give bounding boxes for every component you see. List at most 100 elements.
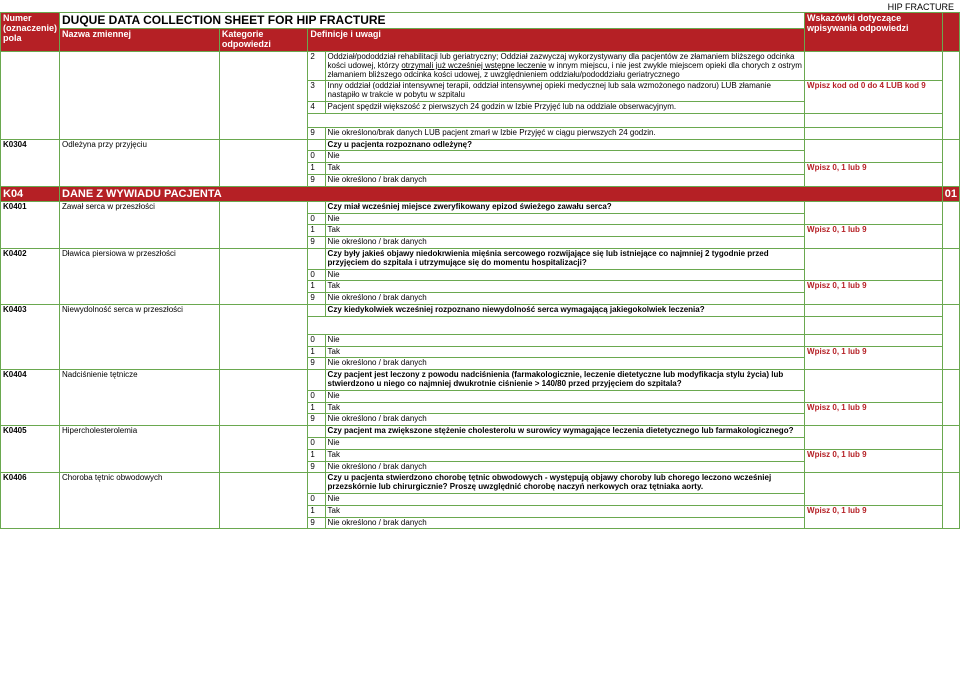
k0405-name: Hipercholesterolemia [60,426,220,473]
k0406-name: Choroba tętnic obwodowych [60,473,220,529]
opt: Tak [325,346,805,358]
k0406-code: K0406 [1,473,60,529]
blank [805,139,943,163]
k0405-code: K0405 [1,426,60,473]
text-2: Oddział/pododdział rehabilitacji lub ger… [325,51,805,80]
section-title: DANE Z WYWIADU PACJENTA [60,186,943,201]
blank [308,201,325,213]
opt: 0 [308,213,325,225]
blank [805,370,943,402]
code-2: 2 [308,51,325,80]
code-3: 3 [308,81,325,102]
blank [308,139,325,151]
k0402-code: K0402 [1,249,60,305]
hdr-var: Nazwa zmiennej [60,29,220,52]
k0402-name: Dławica piersiowa w przeszłości [60,249,220,305]
k0404-hint: Wpisz 0, 1 lub 9 [805,402,943,426]
opt: 0 [308,390,325,402]
opt: 0 [308,437,325,449]
blank [805,334,943,346]
opt: Nie [325,390,805,402]
opt: 1 [308,163,325,175]
blank [308,426,325,438]
opt: Nie określono / brak danych [325,414,805,426]
blank [219,139,308,186]
opt: Nie określono / brak danych [325,358,805,370]
blank [60,51,220,139]
k0403-name: Niewydolność serca w przeszłości [60,305,220,370]
opt: 1 [308,449,325,461]
k0403-code: K0403 [1,305,60,370]
blank [942,305,959,370]
blank [942,51,959,139]
opt: 9 [308,358,325,370]
opt: Tak [325,505,805,517]
k0404-name: Nadciśnienie tętnicze [60,370,220,426]
blank [942,249,959,305]
blank [219,426,308,473]
opt: 1 [308,225,325,237]
blank [805,316,943,334]
header-title: HIP FRACTURE [0,0,960,12]
blank [805,426,943,450]
blank [805,51,943,80]
blank [219,305,308,370]
opt: Nie [325,151,805,163]
opt: 0 [308,493,325,505]
blank [805,127,943,139]
blank [942,139,959,186]
opt: Tak [325,225,805,237]
k0405-hint: Wpisz 0, 1 lub 9 [805,449,943,473]
k0402-q: Czy były jakieś objawy niedokrwienia mię… [325,249,805,270]
opt: 9 [308,517,325,529]
k0304-name: Odleżyna przy przyjęciu [60,139,220,186]
opt: 1 [308,346,325,358]
section-code: K04 [1,186,60,201]
main-title: DUQUE DATA COLLECTION SHEET FOR HIP FRAC… [60,13,805,29]
opt: Nie określono / brak danych [325,293,805,305]
opt: 1 [308,402,325,414]
k0401-q: Czy miał wcześniej miejsce zweryfikowany… [325,201,805,213]
opt: 0 [308,269,325,281]
opt: 1 [308,505,325,517]
blank [219,249,308,305]
k0401-hint: Wpisz 0, 1 lub 9 [805,225,943,249]
k0406-q: Czy u pacjenta stwierdzono chorobę tętni… [325,473,805,494]
hdr-end [942,13,959,52]
opt: Nie określono / brak danych [325,174,805,186]
code-4: 4 [308,101,325,113]
k0304-code: K0304 [1,139,60,186]
opt: 0 [308,151,325,163]
hdr-cat: Kategorie odpowiedzi [219,29,308,52]
hdr-hint: Wskazówki dotyczące wpisywania odpowiedz… [805,13,943,52]
section-right: 01 [942,186,959,201]
blank [942,370,959,426]
opt: Nie określono / brak danych [325,237,805,249]
blank [942,473,959,529]
gap [308,113,805,127]
k0401-code: K0401 [1,201,60,248]
opt: Tak [325,163,805,175]
k0401-name: Zawał serca w przeszłości [60,201,220,248]
opt: Nie [325,493,805,505]
blank [219,51,308,139]
opt: Nie [325,437,805,449]
blank [308,370,325,391]
opt: Tak [325,449,805,461]
data-collection-table: Numer (oznaczenie) pola DUQUE DATA COLLE… [0,12,960,529]
opt: 1 [308,281,325,293]
k0304-hint: Wpisz 0, 1 lub 9 [805,163,943,187]
text-4: Pacjent spędził większość z pierwszych 2… [325,101,805,113]
k0404-q: Czy pacjent jest leczony z powodu nadciś… [325,370,805,391]
blank [942,426,959,473]
opt: 9 [308,414,325,426]
code-9: 9 [308,127,325,139]
blank [219,370,308,426]
k0404-code: K0404 [1,370,60,426]
blank [805,305,943,317]
k0403-q: Czy kiedykolwiek wcześniej rozpoznano ni… [325,305,805,317]
opt: 9 [308,293,325,305]
opt: Nie [325,334,805,346]
opt: 9 [308,174,325,186]
gap [308,316,805,334]
